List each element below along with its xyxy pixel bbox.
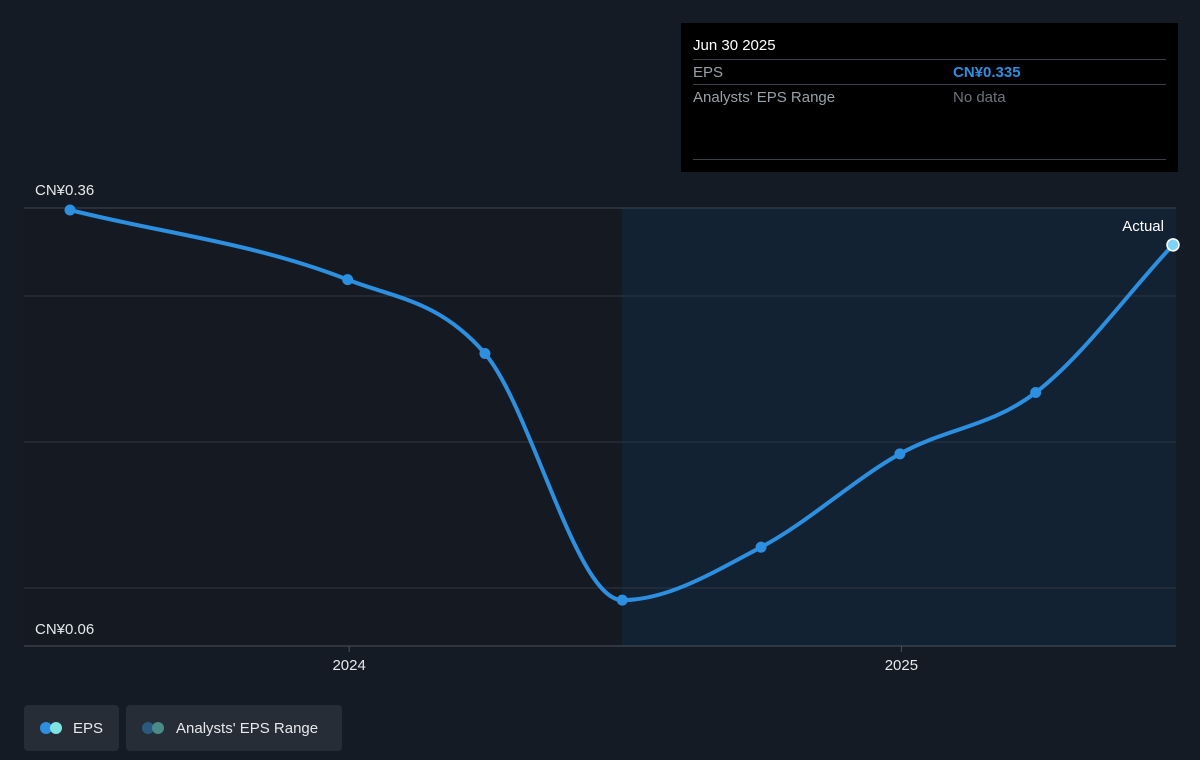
tooltip-eps-label: EPS xyxy=(693,63,724,81)
tooltip-range-value: No data xyxy=(953,88,1006,106)
eps-point-highlight xyxy=(1166,238,1180,252)
eps-point xyxy=(342,274,354,286)
tooltip-range-label: Analysts' EPS Range xyxy=(693,88,836,106)
legend-range-label: Analysts' EPS Range xyxy=(176,719,319,737)
legend-eps-label: EPS xyxy=(72,719,103,737)
y-label-bottom: CN¥0.06 xyxy=(35,621,94,638)
tooltip-eps-value: CN¥0.335 xyxy=(953,63,1021,81)
range-legend-icon xyxy=(142,722,166,734)
tooltip-divider xyxy=(693,159,1166,160)
tooltip-range-row: Analysts' EPS Range No data xyxy=(693,84,1166,109)
past-region xyxy=(24,208,623,646)
eps-legend-icon xyxy=(40,722,63,734)
eps-point xyxy=(616,594,628,606)
x-tick-label: 2025 xyxy=(885,657,918,674)
eps-point xyxy=(64,204,76,216)
tooltip-eps-row: EPS CN¥0.335 xyxy=(693,59,1166,84)
eps-point xyxy=(755,541,767,553)
legend-eps-button[interactable]: EPS xyxy=(24,705,119,751)
x-tick-label: 2024 xyxy=(332,657,365,674)
future-region xyxy=(622,208,1176,646)
legend-range-button[interactable]: Analysts' EPS Range xyxy=(126,705,342,751)
eps-point xyxy=(1030,387,1042,399)
eps-point xyxy=(479,348,491,360)
y-label-top: CN¥0.36 xyxy=(35,182,94,199)
hover-tooltip: Jun 30 2025 EPS CN¥0.335 Analysts' EPS R… xyxy=(681,23,1178,172)
actual-annotation: Actual xyxy=(1122,218,1164,235)
eps-point xyxy=(894,448,906,460)
tooltip-date: Jun 30 2025 xyxy=(693,37,776,54)
